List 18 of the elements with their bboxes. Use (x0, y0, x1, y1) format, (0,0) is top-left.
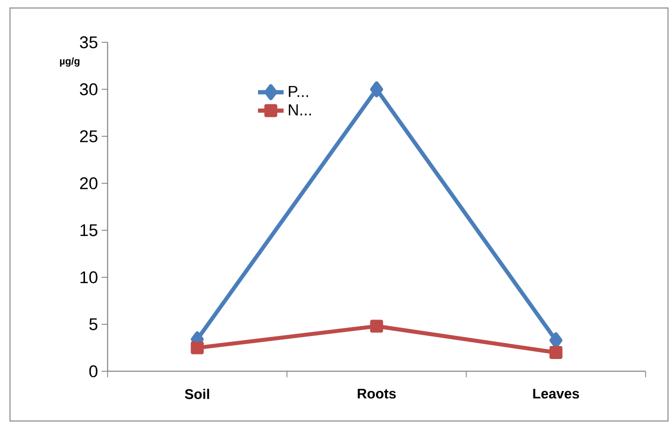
x-tick-label: Roots (358, 388, 396, 399)
y-tick-label: 10 (80, 271, 98, 284)
y-tick-label: 30 (80, 83, 98, 96)
y-axis-title: µg/g (60, 57, 80, 67)
legend-label: P... (288, 86, 308, 97)
y-tick-label: 20 (80, 177, 98, 190)
y-tick-label: 25 (80, 130, 98, 142)
point (370, 320, 384, 333)
x-tick-label: Leaves (533, 388, 580, 399)
x-tick-label: Soil (184, 388, 210, 400)
point (190, 341, 204, 354)
y-tick-label: 35 (80, 36, 98, 48)
point (549, 346, 562, 359)
point (370, 81, 384, 98)
y-tick-label: 0 (89, 365, 98, 378)
y-tick-label: 5 (89, 318, 98, 330)
y-tick-label: 15 (80, 224, 98, 236)
legend-label: N... (288, 104, 311, 116)
